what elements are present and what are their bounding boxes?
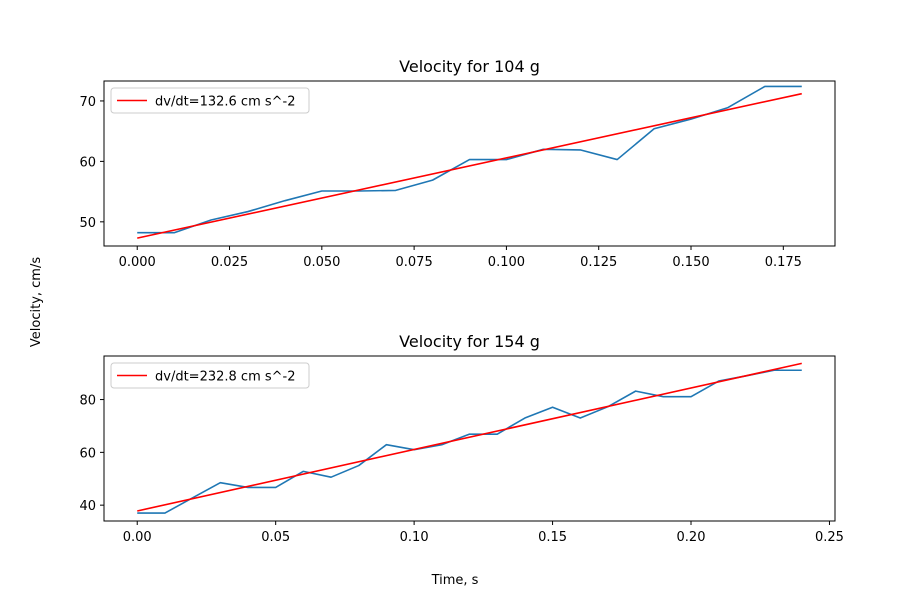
y-tick-label: 70: [79, 95, 96, 110]
y-tick-label: 50: [79, 216, 96, 231]
x-tick-label: 0.150: [672, 255, 709, 270]
x-tick-label: 0.075: [396, 255, 433, 270]
x-tick-label: 0.15: [538, 530, 567, 545]
y-tick-label: 80: [79, 394, 96, 409]
fit-line: [137, 92, 802, 239]
axes-frame: [103, 80, 836, 247]
x-tick-label: 0.10: [400, 530, 429, 545]
legend-box: [110, 362, 310, 389]
x-tick-label: 0.25: [815, 530, 844, 545]
y-tick-label: 40: [79, 499, 96, 514]
x-tick-label: 0.00: [123, 530, 152, 545]
x-tick-label: 0.025: [211, 255, 248, 270]
x-tick-label: 0.125: [580, 255, 617, 270]
x-tick-label: 0.05: [261, 530, 290, 545]
x-tick-label: 0.000: [119, 255, 156, 270]
figure-xlabel: Time, s: [431, 573, 479, 588]
axes-frame: [103, 355, 836, 522]
x-tick-label: 0.100: [488, 255, 525, 270]
legend-label: dv/dt=132.6 cm s^-2: [155, 95, 296, 110]
x-tick-label: 0.175: [765, 255, 802, 270]
x-tick-label: 0.050: [303, 255, 340, 270]
y-tick-label: 60: [79, 155, 96, 170]
x-tick-label: 0.20: [677, 530, 706, 545]
figure-ylabel: Velocity, cm/s: [29, 257, 44, 347]
legend-box: [110, 87, 310, 114]
fit-line: [137, 362, 802, 512]
legend-label: dv/dt=232.8 cm s^-2: [155, 370, 296, 385]
chart-title: Velocity for 104 g: [399, 57, 540, 76]
y-tick-label: 60: [79, 446, 96, 461]
velocity-line: [137, 369, 802, 514]
chart-title: Velocity for 154 g: [399, 332, 540, 351]
velocity-line: [137, 85, 802, 234]
